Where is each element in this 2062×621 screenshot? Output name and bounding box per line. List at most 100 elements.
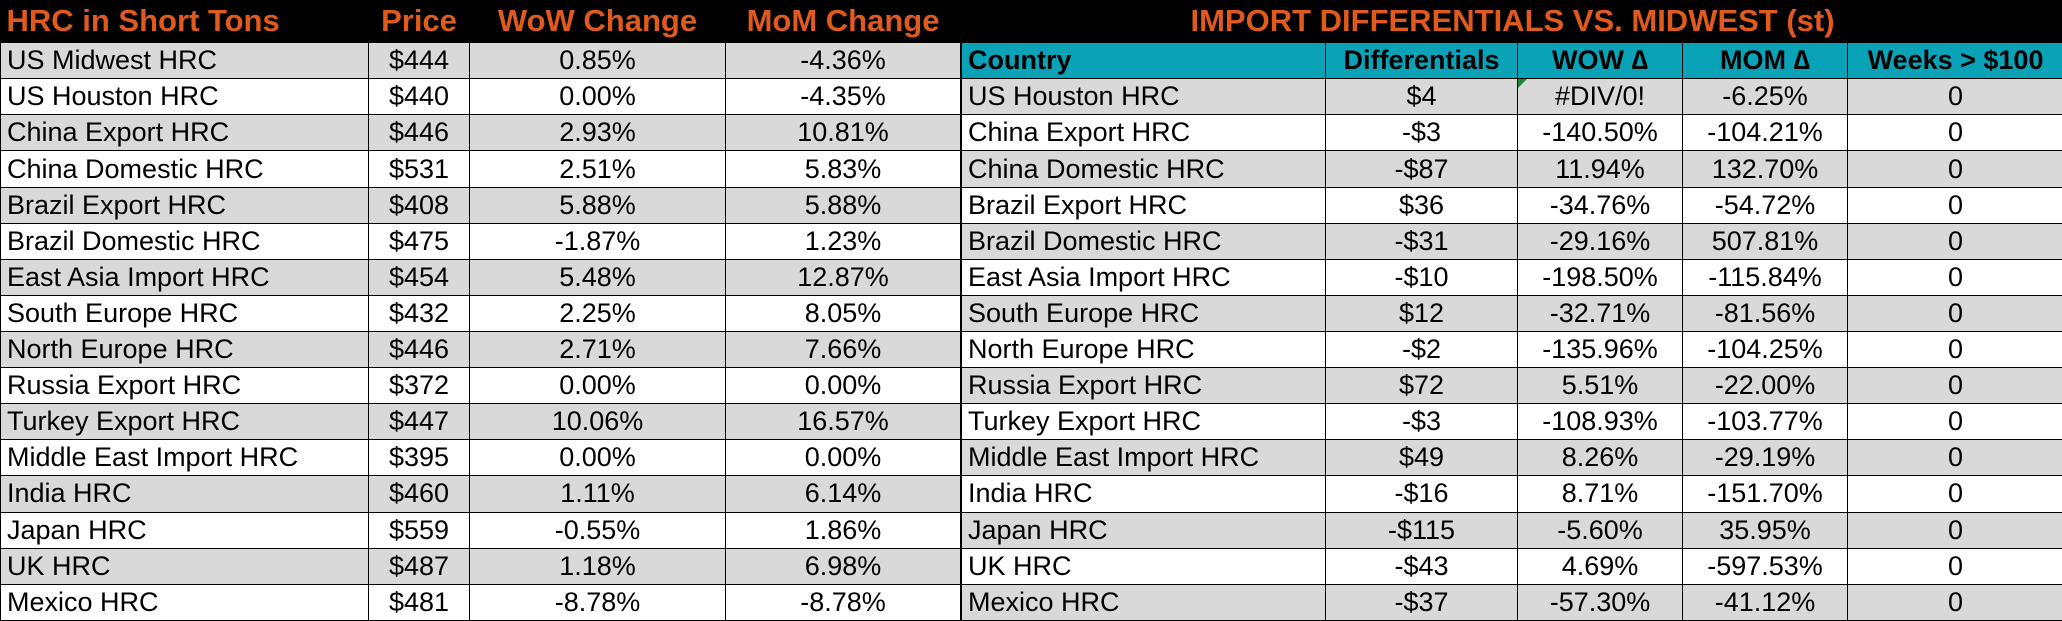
- value-cell[interactable]: -1.87%: [469, 222, 726, 260]
- value-cell[interactable]: 0.00%: [725, 367, 961, 405]
- value-cell[interactable]: -104.25%: [1682, 330, 1848, 369]
- row-label-cell[interactable]: China Domestic HRC: [0, 150, 369, 188]
- value-cell[interactable]: 0.00%: [725, 439, 961, 477]
- row-label-cell[interactable]: Brazil Domestic HRC: [961, 222, 1326, 260]
- value-cell[interactable]: 0: [1846, 258, 2062, 296]
- header-price[interactable]: Price: [368, 0, 470, 43]
- value-cell[interactable]: -41.12%: [1682, 583, 1848, 621]
- value-cell[interactable]: 5.88%: [725, 186, 961, 224]
- value-cell[interactable]: -115.84%: [1682, 258, 1848, 296]
- value-cell[interactable]: -151.70%: [1682, 475, 1848, 513]
- row-label-cell[interactable]: Japan HRC: [0, 511, 369, 549]
- row-label-cell[interactable]: Brazil Export HRC: [0, 186, 369, 224]
- row-label-cell[interactable]: East Asia Import HRC: [0, 258, 369, 296]
- value-cell[interactable]: 5.48%: [469, 258, 726, 296]
- value-cell[interactable]: $446: [368, 330, 470, 369]
- value-cell[interactable]: 16.57%: [725, 403, 961, 441]
- value-cell[interactable]: -57.30%: [1517, 583, 1683, 621]
- row-label-cell[interactable]: North Europe HRC: [0, 330, 369, 369]
- value-cell[interactable]: $444: [368, 42, 470, 80]
- value-cell[interactable]: -$43: [1325, 547, 1518, 585]
- row-label-cell[interactable]: UK HRC: [0, 547, 369, 585]
- value-cell[interactable]: 6.98%: [725, 547, 961, 585]
- row-label-cell[interactable]: East Asia Import HRC: [961, 258, 1326, 296]
- value-cell[interactable]: 8.26%: [1517, 439, 1683, 477]
- value-cell[interactable]: 1.11%: [469, 475, 726, 513]
- value-cell[interactable]: 0.00%: [469, 439, 726, 477]
- row-label-cell[interactable]: Mexico HRC: [0, 583, 369, 621]
- row-label-cell[interactable]: China Export HRC: [961, 114, 1326, 152]
- row-label-cell[interactable]: China Export HRC: [0, 114, 369, 152]
- value-cell[interactable]: 0: [1846, 475, 2062, 513]
- row-label-cell[interactable]: Mexico HRC: [961, 583, 1326, 621]
- row-label-cell[interactable]: Russia Export HRC: [0, 367, 369, 405]
- value-cell[interactable]: $440: [368, 78, 470, 116]
- value-cell[interactable]: $395: [368, 439, 470, 477]
- value-cell[interactable]: 0.00%: [469, 367, 726, 405]
- value-cell[interactable]: 0.85%: [469, 42, 726, 80]
- value-cell[interactable]: 8.05%: [725, 294, 961, 333]
- value-cell[interactable]: -$37: [1325, 583, 1518, 621]
- header-differentials[interactable]: Differentials: [1325, 42, 1518, 80]
- value-cell[interactable]: 4.69%: [1517, 547, 1683, 585]
- value-cell[interactable]: $531: [368, 150, 470, 188]
- value-cell[interactable]: #DIV/0!: [1517, 78, 1683, 116]
- value-cell[interactable]: 35.95%: [1682, 511, 1848, 549]
- value-cell[interactable]: 1.23%: [725, 222, 961, 260]
- value-cell[interactable]: 0: [1846, 367, 2062, 405]
- value-cell[interactable]: -5.60%: [1517, 511, 1683, 549]
- header-wow-change[interactable]: WoW Change: [469, 0, 726, 43]
- value-cell[interactable]: $408: [368, 186, 470, 224]
- value-cell[interactable]: $12: [1325, 294, 1518, 333]
- value-cell[interactable]: 1.86%: [725, 511, 961, 549]
- row-label-cell[interactable]: Brazil Export HRC: [961, 186, 1326, 224]
- value-cell[interactable]: 0: [1846, 439, 2062, 477]
- value-cell[interactable]: 0: [1846, 114, 2062, 152]
- value-cell[interactable]: 0: [1846, 294, 2062, 333]
- value-cell[interactable]: -81.56%: [1682, 294, 1848, 333]
- value-cell[interactable]: -54.72%: [1682, 186, 1848, 224]
- value-cell[interactable]: $372: [368, 367, 470, 405]
- row-label-cell[interactable]: South Europe HRC: [0, 294, 369, 333]
- value-cell[interactable]: $487: [368, 547, 470, 585]
- value-cell[interactable]: -198.50%: [1517, 258, 1683, 296]
- value-cell[interactable]: $460: [368, 475, 470, 513]
- value-cell[interactable]: 5.83%: [725, 150, 961, 188]
- differentials-title[interactable]: IMPORT DIFFERENTIALS VS. MIDWEST (st): [961, 0, 2062, 43]
- row-label-cell[interactable]: Middle East Import HRC: [961, 439, 1326, 477]
- header-mom-delta[interactable]: MOM ∆: [1682, 42, 1848, 80]
- value-cell[interactable]: 5.51%: [1517, 367, 1683, 405]
- header-weeks-over-100[interactable]: Weeks > $100: [1846, 42, 2062, 80]
- row-label-cell[interactable]: North Europe HRC: [961, 330, 1326, 369]
- value-cell[interactable]: 0: [1846, 583, 2062, 621]
- value-cell[interactable]: 12.87%: [725, 258, 961, 296]
- value-cell[interactable]: 0: [1846, 511, 2062, 549]
- value-cell[interactable]: 10.81%: [725, 114, 961, 152]
- value-cell[interactable]: 0: [1846, 403, 2062, 441]
- value-cell[interactable]: $475: [368, 222, 470, 260]
- header-country[interactable]: Country: [961, 42, 1326, 80]
- value-cell[interactable]: 0: [1846, 150, 2062, 188]
- value-cell[interactable]: -22.00%: [1682, 367, 1848, 405]
- value-cell[interactable]: -103.77%: [1682, 403, 1848, 441]
- value-cell[interactable]: -$16: [1325, 475, 1518, 513]
- value-cell[interactable]: 0: [1846, 186, 2062, 224]
- value-cell[interactable]: 10.06%: [469, 403, 726, 441]
- value-cell[interactable]: -8.78%: [725, 583, 961, 621]
- value-cell[interactable]: $432: [368, 294, 470, 333]
- value-cell[interactable]: -32.71%: [1517, 294, 1683, 333]
- row-label-cell[interactable]: Japan HRC: [961, 511, 1326, 549]
- value-cell[interactable]: $49: [1325, 439, 1518, 477]
- value-cell[interactable]: -$3: [1325, 403, 1518, 441]
- value-cell[interactable]: -597.53%: [1682, 547, 1848, 585]
- row-label-cell[interactable]: Turkey Export HRC: [0, 403, 369, 441]
- row-label-cell[interactable]: US Houston HRC: [0, 78, 369, 116]
- value-cell[interactable]: $72: [1325, 367, 1518, 405]
- row-label-cell[interactable]: Brazil Domestic HRC: [0, 222, 369, 260]
- value-cell[interactable]: -$31: [1325, 222, 1518, 260]
- row-label-cell[interactable]: China Domestic HRC: [961, 150, 1326, 188]
- value-cell[interactable]: 5.88%: [469, 186, 726, 224]
- value-cell[interactable]: $4: [1325, 78, 1518, 116]
- value-cell[interactable]: 6.14%: [725, 475, 961, 513]
- row-label-cell[interactable]: UK HRC: [961, 547, 1326, 585]
